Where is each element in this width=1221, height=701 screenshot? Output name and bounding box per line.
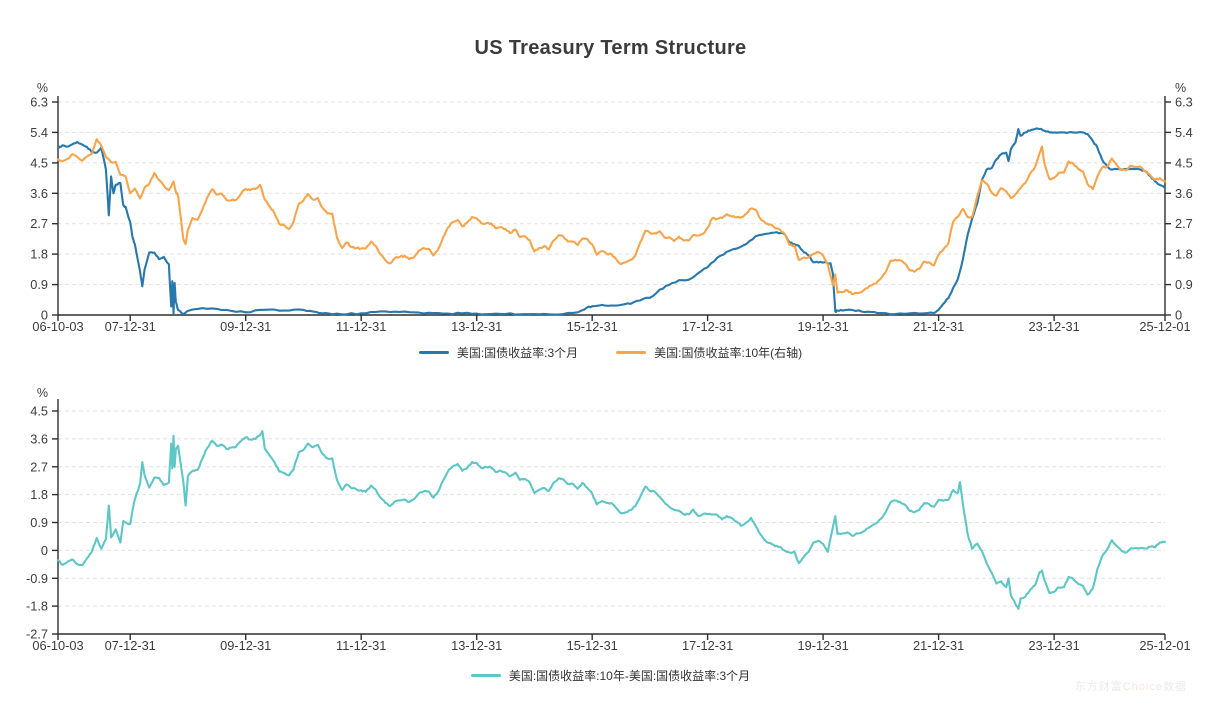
svg-text:06-10-03: 06-10-03 bbox=[32, 319, 83, 334]
svg-text:6.3: 6.3 bbox=[30, 95, 48, 110]
svg-text:4.5: 4.5 bbox=[1175, 155, 1193, 170]
svg-text:2.7: 2.7 bbox=[30, 459, 48, 474]
svg-text:%: % bbox=[37, 386, 48, 400]
svg-text:17-12-31: 17-12-31 bbox=[682, 638, 733, 653]
svg-text:21-12-31: 21-12-31 bbox=[913, 319, 964, 334]
svg-text:2.7: 2.7 bbox=[30, 216, 48, 231]
svg-text:06-10-03: 06-10-03 bbox=[32, 638, 83, 653]
line-swatch-blue bbox=[418, 351, 449, 354]
svg-text:0.9: 0.9 bbox=[1175, 277, 1193, 292]
svg-text:1.8: 1.8 bbox=[1175, 247, 1193, 262]
svg-text:-0.9: -0.9 bbox=[26, 571, 48, 586]
svg-text:11-12-31: 11-12-31 bbox=[336, 319, 386, 334]
svg-text:23-12-31: 23-12-31 bbox=[1028, 319, 1079, 334]
svg-text:-1.8: -1.8 bbox=[26, 599, 48, 614]
svg-text:21-12-31: 21-12-31 bbox=[913, 638, 964, 653]
svg-text:1.8: 1.8 bbox=[30, 487, 48, 502]
svg-text:19-12-31: 19-12-31 bbox=[797, 638, 848, 653]
watermark: 东方财富Choice数据 bbox=[1075, 678, 1187, 694]
svg-text:5.4: 5.4 bbox=[30, 125, 48, 140]
legend-label-spread: 美国:国债收益率:10年-美国:国债收益率:3个月 bbox=[508, 669, 751, 683]
svg-text:15-12-31: 15-12-31 bbox=[567, 319, 618, 334]
svg-text:4.5: 4.5 bbox=[30, 404, 48, 419]
svg-text:07-12-31: 07-12-31 bbox=[105, 319, 156, 334]
svg-text:-2.7: -2.7 bbox=[26, 627, 48, 642]
svg-text:%: % bbox=[37, 81, 48, 95]
svg-text:0: 0 bbox=[41, 308, 48, 323]
svg-text:25-12-01: 25-12-01 bbox=[1139, 638, 1190, 653]
svg-text:0: 0 bbox=[41, 543, 48, 558]
svg-text:25-12-01: 25-12-01 bbox=[1139, 319, 1190, 334]
svg-text:13-12-31: 13-12-31 bbox=[451, 319, 502, 334]
watermark-brand: 东方财富 bbox=[1074, 681, 1123, 693]
svg-text:3.6: 3.6 bbox=[30, 431, 48, 446]
bottom-chart-legend: 美国:国债收益率:10年-美国:国债收益率:3个月 bbox=[0, 667, 1221, 684]
svg-text:07-12-31: 07-12-31 bbox=[105, 638, 156, 653]
legend-item-10y-yield[interactable]: 美国:国债收益率:10年(右轴) bbox=[616, 344, 802, 361]
top-chart-legend: 美国:国债收益率:3个月 美国:国债收益率:10年(右轴) bbox=[0, 344, 1221, 361]
svg-text:3.6: 3.6 bbox=[30, 186, 48, 201]
legend-label-10y-yield: 美国:国债收益率:10年(右轴) bbox=[654, 346, 803, 360]
line-swatch-teal bbox=[470, 674, 501, 677]
svg-text:15-12-31: 15-12-31 bbox=[567, 638, 618, 653]
svg-text:%: % bbox=[1175, 81, 1186, 95]
svg-text:09-12-31: 09-12-31 bbox=[220, 638, 271, 653]
svg-text:23-12-31: 23-12-31 bbox=[1028, 638, 1079, 653]
svg-text:19-12-31: 19-12-31 bbox=[797, 319, 848, 334]
watermark-product: Choice bbox=[1122, 681, 1163, 693]
svg-text:09-12-31: 09-12-31 bbox=[220, 319, 271, 334]
svg-text:0.9: 0.9 bbox=[30, 515, 48, 530]
svg-text:6.3: 6.3 bbox=[1175, 95, 1193, 110]
svg-text:5.4: 5.4 bbox=[1175, 125, 1193, 140]
legend-label-3m-yield: 美国:国债收益率:3个月 bbox=[456, 346, 579, 360]
svg-text:17-12-31: 17-12-31 bbox=[682, 319, 733, 334]
legend-item-3m-yield[interactable]: 美国:国债收益率:3个月 bbox=[418, 344, 579, 361]
legend-item-spread[interactable]: 美国:国债收益率:10年-美国:国债收益率:3个月 bbox=[470, 667, 751, 684]
svg-text:13-12-31: 13-12-31 bbox=[451, 638, 502, 653]
svg-text:4.5: 4.5 bbox=[30, 155, 48, 170]
svg-text:11-12-31: 11-12-31 bbox=[336, 638, 386, 653]
svg-text:0.9: 0.9 bbox=[30, 277, 48, 292]
watermark-suffix: 数据 bbox=[1163, 681, 1187, 693]
svg-text:3.6: 3.6 bbox=[1175, 186, 1193, 201]
svg-text:0: 0 bbox=[1175, 308, 1182, 323]
chart-title: US Treasury Term Structure bbox=[474, 37, 747, 59]
line-swatch-orange bbox=[616, 351, 647, 354]
svg-text:2.7: 2.7 bbox=[1175, 216, 1193, 231]
svg-text:1.8: 1.8 bbox=[30, 247, 48, 262]
